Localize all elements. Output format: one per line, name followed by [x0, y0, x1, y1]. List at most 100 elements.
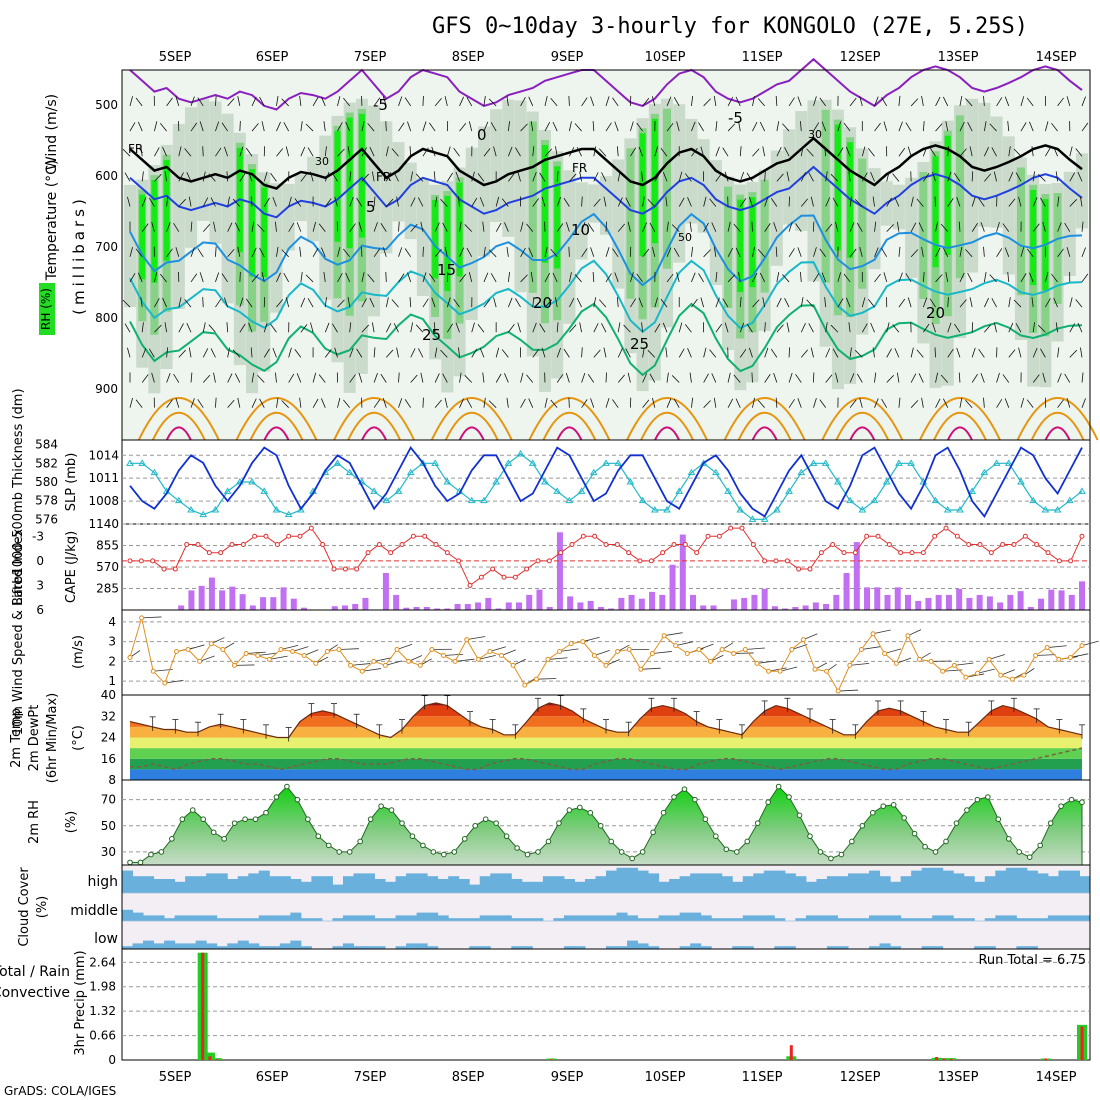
wind-barb	[488, 249, 497, 258]
wind-barb	[259, 398, 265, 408]
wind10m-marker	[638, 666, 644, 672]
wind-barb	[234, 222, 241, 232]
thickness-marker	[809, 459, 818, 466]
wind-barb	[122, 299, 131, 308]
wind-barb	[318, 374, 326, 383]
wind-barb	[630, 147, 637, 157]
wind-barb	[154, 147, 160, 157]
top-date-label: 8SEP	[452, 50, 485, 65]
wind10m-marker	[661, 633, 667, 639]
rh2m-marker	[859, 822, 866, 829]
tick-label: 3	[36, 578, 44, 592]
wind-barb	[748, 347, 753, 358]
wind-barb	[431, 297, 436, 308]
warm-isotherm	[249, 411, 304, 441]
wind10m-barb	[489, 646, 506, 652]
wind-barb	[1077, 172, 1083, 182]
li-marker	[286, 533, 292, 539]
wind-barb	[983, 95, 985, 106]
cloud-cell	[911, 870, 923, 893]
wind-barb	[700, 297, 705, 308]
wind-barb	[544, 122, 551, 132]
wind-barb	[751, 372, 753, 383]
wind-barb	[520, 398, 526, 408]
rh2m-marker	[723, 846, 730, 853]
wind-barb	[996, 398, 1003, 408]
wind-barb	[358, 221, 363, 232]
wind-barb	[947, 197, 954, 207]
rh2m-marker	[158, 849, 165, 855]
wind-barb	[479, 347, 485, 358]
li-marker	[966, 541, 972, 547]
thickness-marker	[480, 496, 488, 504]
cloud-cell	[227, 879, 239, 893]
wind10m-barb	[547, 657, 568, 660]
wind-barb	[495, 222, 502, 232]
thickness-marker	[577, 487, 586, 494]
wind-barb	[806, 299, 814, 308]
wind-barb	[727, 221, 731, 232]
rh-cell	[1053, 193, 1062, 304]
wind-barb	[870, 322, 875, 333]
wind-barb	[666, 273, 674, 283]
li-marker	[1056, 558, 1062, 564]
wind-barb	[373, 222, 378, 232]
wind-barb	[422, 397, 424, 408]
wind-barb	[312, 221, 317, 232]
cloud-cell	[500, 873, 512, 893]
wind-barb	[821, 272, 827, 283]
cloud-cell	[164, 879, 176, 893]
warm-isotherm	[640, 411, 694, 441]
cloud-cell	[616, 867, 628, 893]
wind10m-marker	[1056, 656, 1062, 662]
wind-barb	[1032, 171, 1035, 182]
wind-barb	[331, 172, 338, 182]
wind-barb	[224, 146, 229, 157]
cape-bar	[823, 603, 830, 610]
wind10m-marker	[707, 658, 713, 664]
wind-barb	[825, 374, 833, 383]
rh2m-marker	[911, 830, 918, 837]
wind-barb	[349, 197, 354, 207]
cloud-cell	[553, 918, 565, 921]
pressure-tick-label: 800	[95, 311, 118, 325]
wind-barb	[532, 171, 537, 182]
wind10m-marker	[1044, 645, 1050, 651]
cape-bar	[997, 602, 1004, 610]
cloud-cell	[227, 943, 239, 949]
cloud-cell	[774, 946, 786, 949]
wind-barb	[393, 323, 399, 333]
wind-barb	[154, 272, 158, 283]
wind10m-barb	[303, 649, 319, 656]
wind-barb	[775, 95, 778, 106]
cloud-cell	[332, 946, 344, 949]
rh-cell	[626, 148, 635, 299]
wind10m-marker	[185, 647, 191, 653]
wind-barb	[459, 372, 462, 383]
tick-label: 1.98	[89, 980, 116, 994]
wind10m-marker	[742, 647, 748, 653]
li-marker	[637, 558, 643, 564]
wind-barb	[213, 372, 216, 383]
wind-barb	[984, 324, 992, 333]
li-marker	[342, 566, 348, 572]
wind-barb	[251, 247, 257, 257]
wind-barb	[1081, 398, 1086, 408]
rh2m-marker	[629, 855, 635, 862]
cloud-row-label: middle	[70, 903, 118, 919]
wind-barb	[687, 348, 692, 358]
cape-bar	[249, 605, 256, 610]
cape-bar	[638, 598, 645, 610]
wind-barb	[907, 297, 912, 308]
pressure-axis-label: (millibars)	[70, 195, 88, 315]
cloud-cell	[753, 915, 765, 921]
wind-barb	[984, 173, 992, 182]
wind-barb	[248, 322, 253, 333]
wind-barb	[800, 323, 806, 333]
li-marker	[580, 533, 586, 539]
wind-barb	[544, 397, 548, 408]
rh2m-marker	[263, 809, 269, 816]
li-marker	[1068, 558, 1074, 564]
warm-isotherm	[654, 426, 680, 441]
